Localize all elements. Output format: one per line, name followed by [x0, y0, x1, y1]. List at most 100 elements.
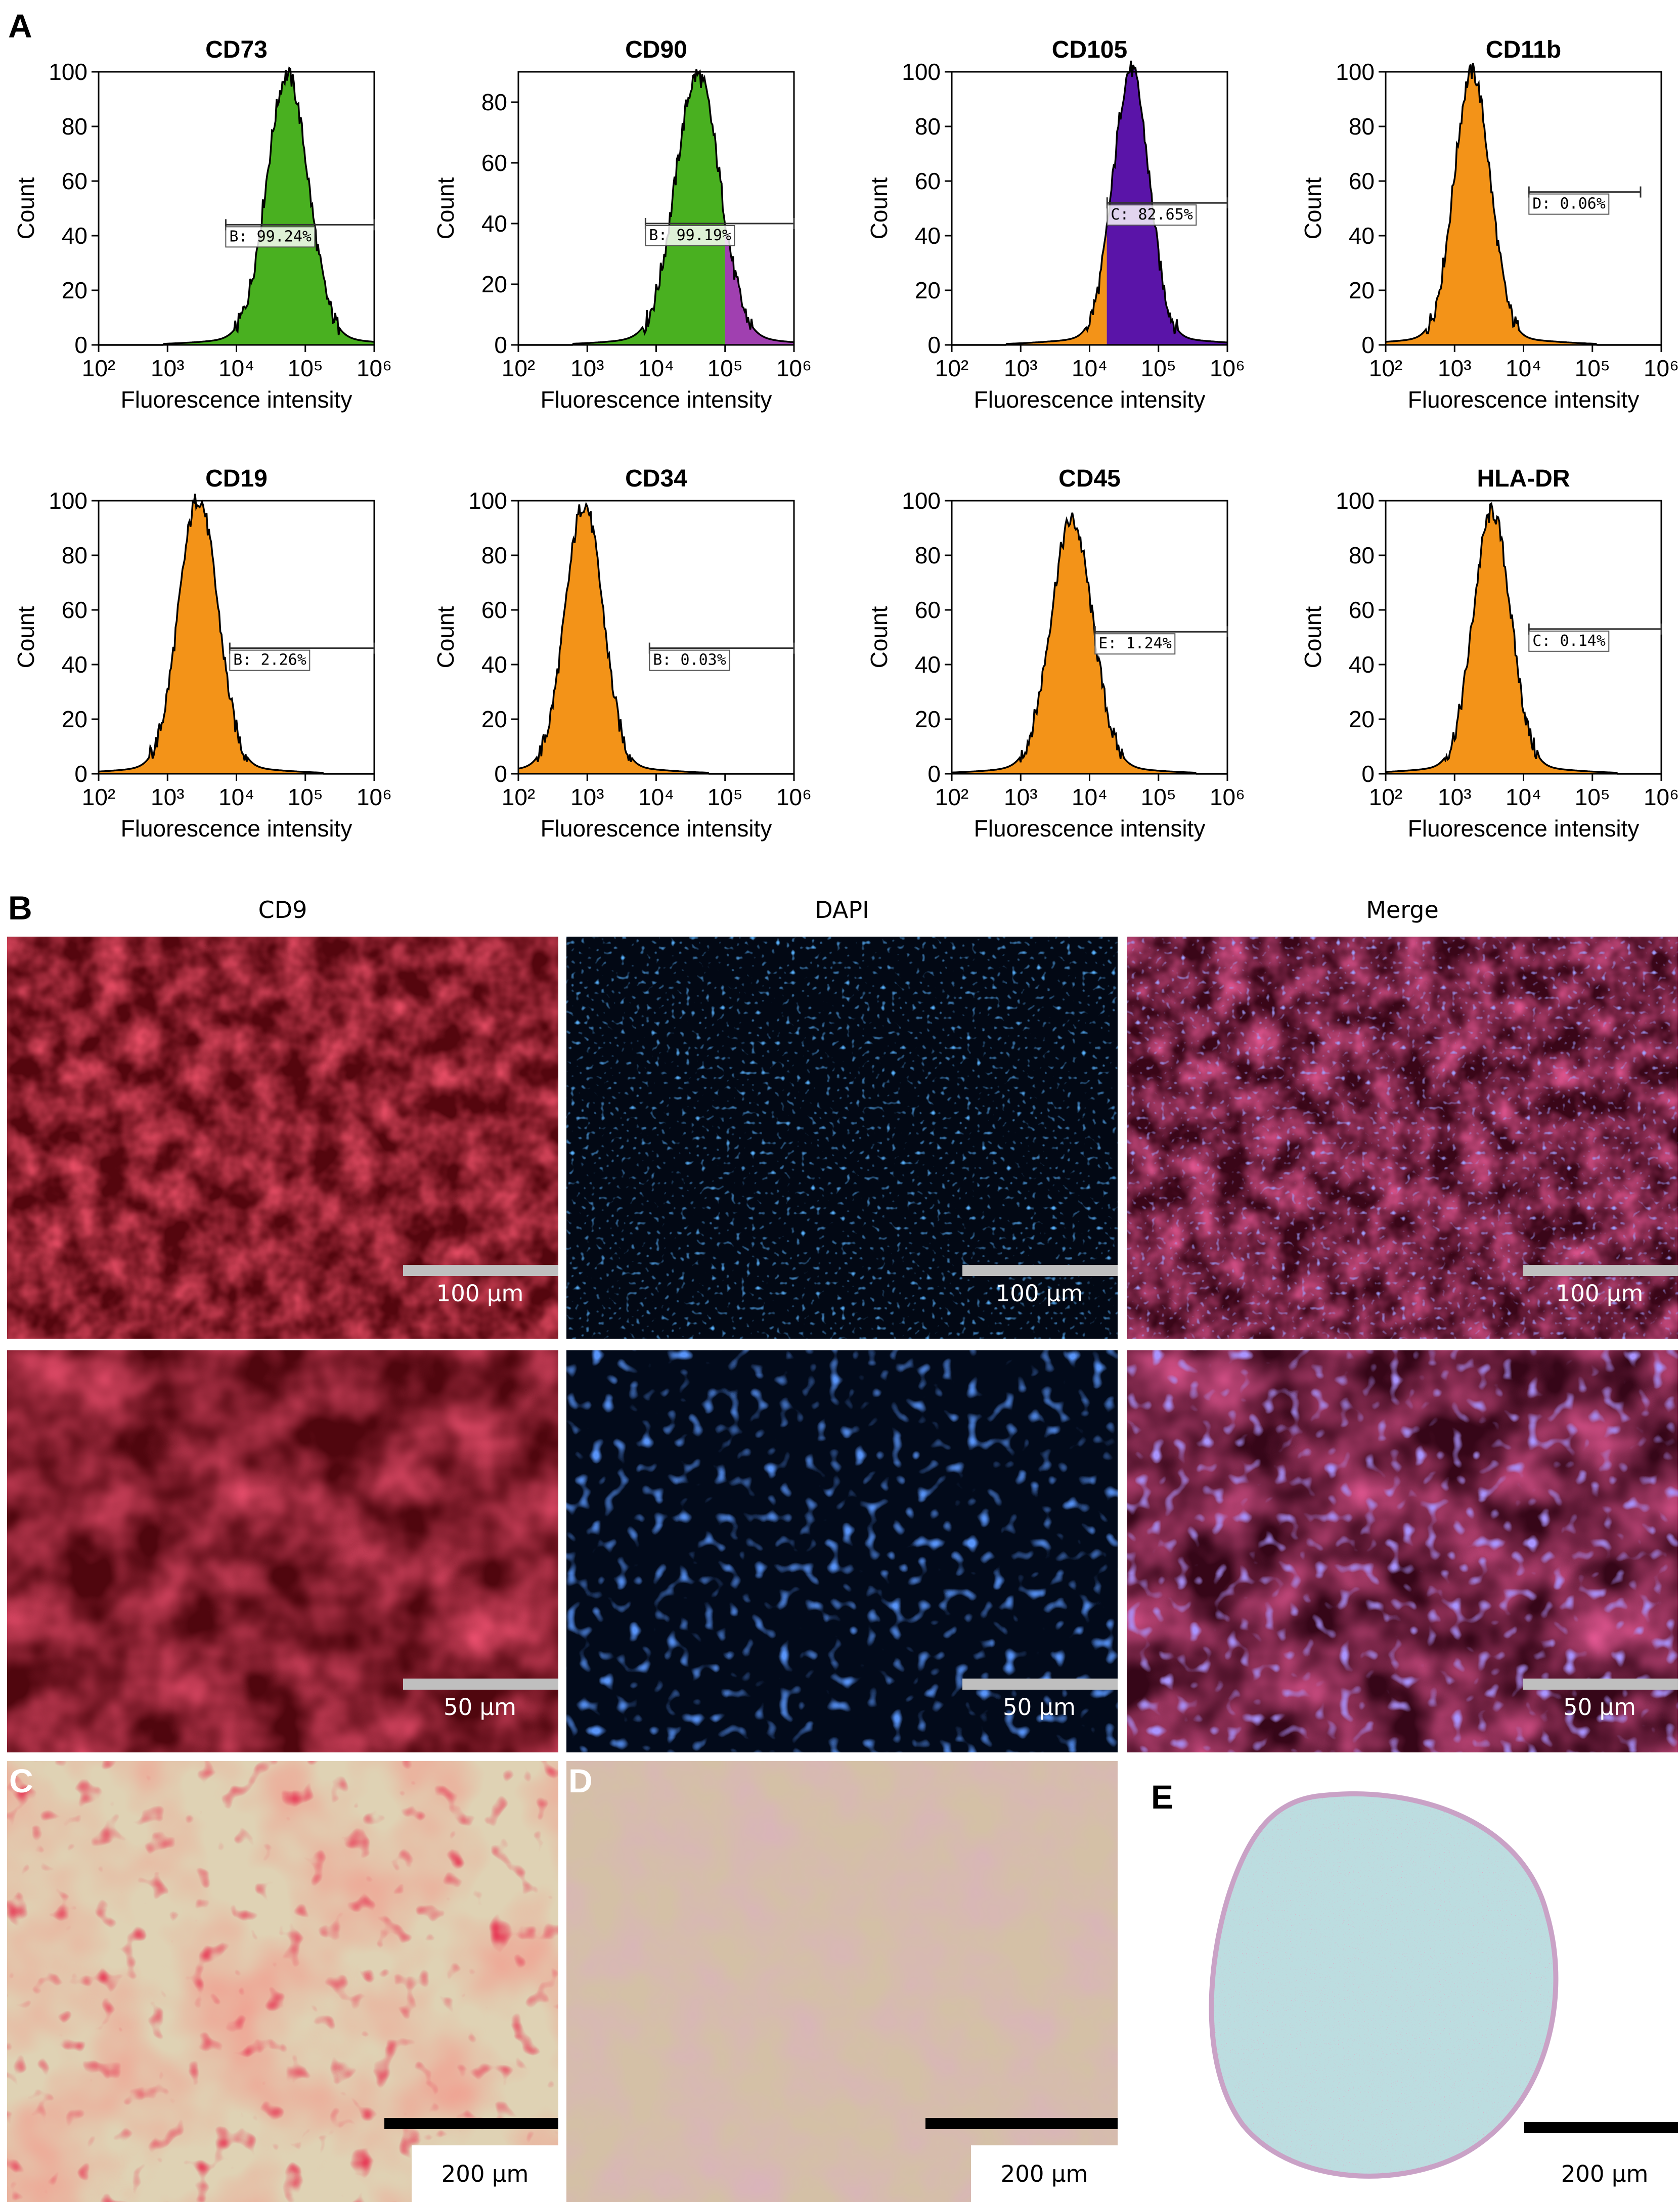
histogram-fill: [518, 504, 794, 774]
y-tick-label: 40: [1349, 651, 1375, 678]
y-axis-label: Count: [1300, 606, 1326, 668]
x-tick-label: 10⁶: [1644, 355, 1679, 381]
x-tick-label: 10³: [1004, 784, 1037, 810]
scale-label: 100 μm: [436, 1280, 524, 1307]
y-tick-label: 60: [481, 150, 507, 176]
histogram-title: CD105: [1052, 36, 1127, 63]
x-tick-label: 10⁶: [776, 355, 812, 381]
y-tick-label: 0: [927, 332, 941, 358]
scale-label: 100 μm: [1556, 1280, 1644, 1307]
column-title-dapi: DAPI: [815, 896, 869, 923]
gate-label: B: 99.19%: [649, 227, 731, 244]
y-tick-label: 80: [481, 89, 507, 115]
y-tick-label: 20: [915, 277, 941, 303]
y-tick-label: 60: [62, 168, 87, 194]
histogram-outline: [99, 66, 375, 346]
x-tick-label: 10²: [82, 784, 115, 810]
osteogenic-stain-image: C 200 μm: [7, 1761, 558, 2202]
scale-label: 200 μm: [1000, 2161, 1088, 2187]
y-tick-label: 0: [494, 332, 507, 358]
y-tick-label: 0: [1361, 332, 1375, 358]
y-axis-label: Count: [866, 177, 892, 239]
y-tick-label: 60: [915, 168, 941, 194]
x-tick-label: 10⁵: [288, 355, 323, 381]
panel-label-d: D: [568, 1762, 593, 1799]
histogram-title: CD90: [625, 36, 687, 63]
histogram-cd105: 0 20 40 60 80 100 10² 10³ 10⁴ 10⁵ 10⁶ CD105 Fluoresc…: [866, 36, 1245, 413]
x-tick-label: 10⁵: [1575, 355, 1610, 381]
panel-a-histograms: 0 20 40 60 80 100 10² 10³ 10⁴ 10⁵ 10⁶ CD73 Fluoresce…: [13, 36, 1679, 842]
scale-bar: [962, 1265, 1118, 1276]
gate-label: C: 0.14%: [1532, 632, 1606, 650]
y-tick-label: 60: [915, 597, 941, 623]
y-tick-label: 80: [481, 542, 507, 568]
y-tick-label: 80: [62, 542, 87, 568]
y-tick-label: 80: [1349, 542, 1375, 568]
histogram-cd45: 0 20 40 60 80 100 10² 10³ 10⁴ 10⁵ 10⁶ CD45 Fluoresce…: [866, 465, 1245, 842]
x-tick-label: 10⁵: [288, 784, 323, 810]
cd9-image-100um: 100 μm: [7, 937, 558, 1339]
histogram-title: CD11b: [1486, 36, 1561, 63]
y-axis-label: Count: [432, 177, 459, 239]
y-tick-label: 20: [1349, 706, 1375, 732]
histogram-title: CD73: [205, 36, 268, 63]
column-title-cd9: CD9: [258, 896, 307, 923]
merge-image-100um: 100 μm: [1127, 937, 1678, 1339]
y-tick-label: 100: [468, 488, 507, 514]
y-tick-label: 80: [62, 113, 87, 140]
gate-label-box: [1528, 630, 1610, 652]
gate-label: D: 0.06%: [1532, 195, 1606, 213]
gate-label: E: 1.24%: [1098, 635, 1172, 652]
y-tick-label: 80: [915, 542, 941, 568]
dapi-image-100um: 100 μm: [566, 937, 1118, 1339]
x-axis-label: Fluorescence intensity: [1408, 386, 1640, 413]
y-tick-label: 20: [62, 706, 87, 732]
x-tick-label: 10⁴: [638, 355, 674, 381]
scale-label-box: [971, 2145, 1118, 2202]
scale-bar: [962, 1679, 1118, 1690]
histogram-fill: [99, 68, 374, 345]
x-tick-label: 10²: [935, 355, 968, 381]
scale-bar: [1523, 1679, 1678, 1690]
gate-label: B: 99.24%: [229, 228, 312, 245]
scale-label-box: [412, 2145, 558, 2202]
x-tick-label: 10⁴: [1506, 784, 1541, 810]
y-tick-label: 40: [481, 651, 507, 678]
y-tick-label: 100: [902, 488, 941, 514]
plot-frame: [98, 71, 375, 346]
y-tick-label: 0: [74, 332, 87, 358]
x-tick-label: 10⁶: [1210, 355, 1245, 381]
histogram-cd73: 0 20 40 60 80 100 10² 10³ 10⁴ 10⁵ 10⁶ CD73 Fluoresce…: [13, 36, 392, 413]
gate-label-box: [1094, 633, 1176, 655]
y-tick-label: 0: [927, 761, 941, 787]
y-tick-label: 100: [1336, 488, 1375, 514]
histogram-title: CD19: [205, 465, 268, 492]
merge-image-50um: 50 μm: [1127, 1350, 1678, 1752]
scale-bar: [1524, 2122, 1678, 2133]
y-tick-label: 40: [915, 651, 941, 678]
x-tick-label: 10³: [1438, 355, 1471, 381]
histogram-title: CD45: [1058, 465, 1121, 492]
x-tick-label: 10⁵: [1141, 784, 1176, 810]
histogram-title: HLA-DR: [1477, 465, 1570, 492]
x-tick-label: 10⁴: [1072, 784, 1108, 810]
y-tick-label: 20: [481, 271, 507, 297]
histogram-cd19: 0 20 40 60 80 100 10² 10³ 10⁴ 10⁵ 10⁶ CD19 Fluoresce…: [13, 465, 392, 842]
x-tick-label: 10²: [82, 355, 115, 381]
panel-label-b: B: [8, 889, 32, 927]
scale-bar: [403, 1679, 558, 1690]
x-tick-label: 10³: [1438, 784, 1471, 810]
x-axis-label: Fluorescence intensity: [541, 815, 772, 842]
x-tick-label: 10²: [1369, 784, 1402, 810]
y-axis-label: Count: [13, 177, 39, 239]
x-axis-label: Fluorescence intensity: [541, 386, 772, 413]
x-axis-label: Fluorescence intensity: [121, 386, 352, 413]
x-tick-label: 10⁵: [708, 355, 743, 381]
x-tick-label: 10⁴: [218, 355, 254, 381]
x-tick-label: 10⁴: [1072, 355, 1108, 381]
gate-label-box: [645, 225, 735, 246]
histogram-fill: [99, 494, 374, 774]
x-tick-label: 10²: [1369, 355, 1402, 381]
y-tick-label: 80: [915, 113, 941, 140]
histogram-fill: [518, 69, 725, 345]
